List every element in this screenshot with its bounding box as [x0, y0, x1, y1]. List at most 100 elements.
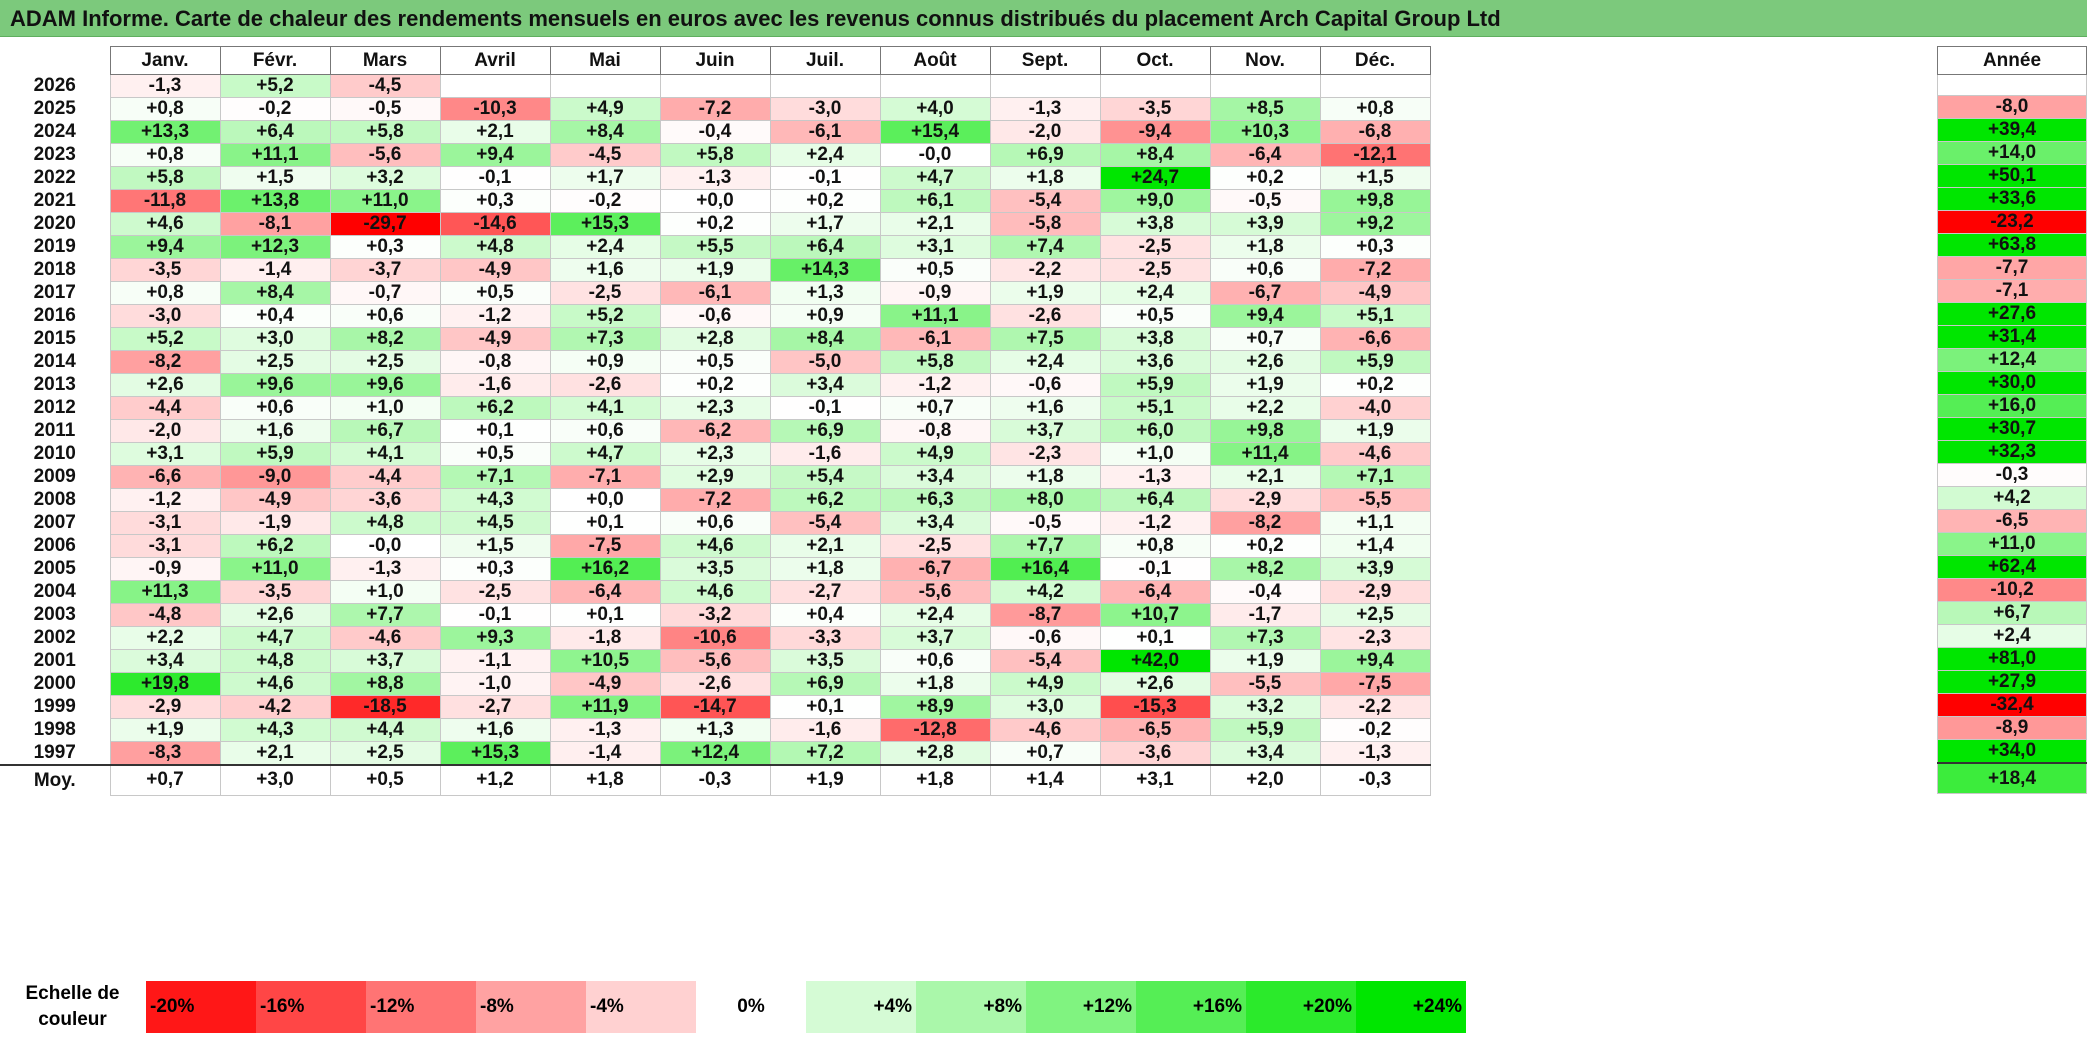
heatmap-cell: -1,2	[109, 488, 221, 512]
heatmap-cell: -1,2	[879, 373, 991, 397]
heatmap-row: 2020 +4,6 -8,1 -29,7 -14,6 +15,3 +0,2 +1,7 +2,1-…	[0, 212, 1431, 236]
heatmap-cell: -4,4	[329, 465, 441, 489]
heatmap-cell: -2,2	[1319, 695, 1431, 719]
heatmap-cell: -1,7	[1209, 603, 1321, 627]
heatmap-cell: +1,8	[769, 557, 881, 581]
heatmap-cell: -9,4	[1099, 120, 1211, 144]
heatmap-cell: +2,3	[659, 442, 771, 466]
annual-cell: +27,6	[1937, 302, 2087, 327]
heatmap-cell: +0,8	[109, 281, 221, 305]
heatmap-row: 2021 -11,8 +13,8 +11,0 +0,3 -0,2 +0,0 +0,2 +6,1-…	[0, 189, 1431, 213]
row-year-label: 2016	[33, 305, 76, 326]
row-year-label: 2023	[33, 144, 76, 165]
heatmap-cell: -8,1	[219, 212, 331, 236]
annual-cell: +12,4	[1937, 348, 2087, 373]
heatmap-cell: -0,0	[879, 143, 991, 167]
annual-cell: +2,4	[1937, 624, 2087, 649]
heatmap-cell: +4,6	[659, 580, 771, 604]
heatmap-cell: +6,9	[769, 672, 881, 696]
row-year-label: 2003	[33, 604, 76, 625]
heatmap-cell	[1099, 74, 1211, 98]
heatmap-cell: +7,7	[989, 534, 1101, 558]
heatmap-row: 2010 +3,1 +5,9 +4,1 +0,5 +4,7 +2,3 -1,6 +4,9 -2,3…	[0, 442, 1431, 466]
heatmap-cell: +7,4	[989, 235, 1101, 259]
heatmap-cell: -6,2	[659, 419, 771, 443]
heatmap-cell: +11,1	[879, 304, 991, 328]
heatmap-cell: -8,7	[989, 603, 1101, 627]
heatmap-cell: +4,6	[659, 534, 771, 558]
heatmap-row: 1998 +1,9 +4,3 +4,4 +1,6 -1,3 +1,3 -1,6 -12,8 -4,…	[0, 718, 1431, 742]
row-year-label: 2011	[34, 420, 76, 441]
heatmap-row: 2004 +11,3 -3,5 +1,0 -2,5 -6,4 +4,6 -2,7 -5,6 +4,…	[0, 580, 1431, 604]
heatmap-cell: +9,4	[439, 143, 551, 167]
heatmap-cell: +2,4	[1099, 281, 1211, 305]
heatmap-cell: -0,1	[1099, 557, 1211, 581]
heatmap-cell: +2,3	[659, 396, 771, 420]
heatmap-cell: -5,4	[989, 189, 1101, 213]
heatmap-row: 2013 +2,6 +9,6 +9,6 -1,6 -2,6 +0,2 +3,4 -1,2 -0,6…	[0, 373, 1431, 397]
heatmap-cell: +1,0	[329, 580, 441, 604]
heatmap-cell: +3,8	[1099, 327, 1211, 351]
month-header: Avril	[439, 46, 551, 75]
heatmap-cell: +7,3	[1209, 626, 1321, 650]
row-year-label: 1997	[33, 741, 76, 763]
heatmap-cell: -0,8	[879, 419, 991, 443]
heatmap-cell: +8,4	[219, 281, 331, 305]
heatmap-cell: +7,5	[989, 327, 1101, 351]
heatmap-cell: +5,2	[549, 304, 661, 328]
heatmap-row: 2005 -0,9 +11,0 -1,3 +0,3 +16,2 +3,5 +1,8 -6,7 +1…	[0, 557, 1431, 581]
heatmap-cell: -1,3	[659, 166, 771, 190]
heatmap-row: 2011 -2,0 +1,6 +6,7 +0,1 +0,6 -6,2 +6,9 -0,8 +3,7…	[0, 419, 1431, 443]
heatmap-cell: +4,8	[439, 235, 551, 259]
heatmap-cell: +2,8	[879, 741, 991, 766]
heatmap-cell: -2,6	[549, 373, 661, 397]
heatmap-cell: +5,8	[109, 166, 221, 190]
heatmap-cell: -1,3	[329, 557, 441, 581]
heatmap-cell: -1,4	[219, 258, 331, 282]
heatmap-cell: +2,6	[109, 373, 221, 397]
heatmap-cell: +3,6	[1099, 350, 1211, 374]
heatmap-cell: +4,7	[219, 626, 331, 650]
heatmap-cell: -8,2	[109, 350, 221, 374]
heatmap-cell: +7,1	[1319, 465, 1431, 489]
color-scale-swatch: +20%	[1246, 981, 1356, 1033]
heatmap-cell: +11,9	[549, 695, 661, 719]
heatmap-cell: -0,8	[439, 350, 551, 374]
heatmap-cell: +8,2	[329, 327, 441, 351]
annual-cell: +16,0	[1937, 394, 2087, 419]
heatmap-cell: +1,9	[109, 718, 221, 742]
average-cell: +3,0	[219, 764, 331, 796]
heatmap-cell: +2,9	[659, 465, 771, 489]
heatmap-row: 2009 -6,6 -9,0 -4,4 +7,1 -7,1 +2,9 +5,4 +3,4 +1,8…	[0, 465, 1431, 489]
annual-cell: -8,9	[1937, 716, 2087, 741]
color-scale-swatch: -16%	[256, 981, 366, 1033]
heatmap-cell: +0,6	[659, 511, 771, 535]
row-year-label: 2007	[33, 512, 76, 533]
heatmap-cell: -7,2	[1319, 258, 1431, 282]
heatmap-table: Janv. Févr. Mars Avril Mai Juin Juil. Août Sept.…	[0, 46, 1431, 796]
annual-cell: -7,7	[1937, 256, 2087, 281]
heatmap-cell: +8,9	[879, 695, 991, 719]
annual-row: -6,5	[1937, 509, 2087, 534]
row-year-label: 2022	[33, 167, 76, 188]
heatmap-cell: -2,2	[989, 258, 1101, 282]
heatmap-cell: -6,6	[1319, 327, 1431, 351]
heatmap-cell: +3,5	[659, 557, 771, 581]
heatmap-cell: +6,1	[879, 189, 991, 213]
heatmap-cell: +2,5	[329, 741, 441, 766]
heatmap-cell: -1,3	[1099, 465, 1211, 489]
row-year-label: 2017	[33, 282, 76, 303]
heatmap-cell: +0,8	[1319, 97, 1431, 121]
heatmap-cell: +4,1	[549, 396, 661, 420]
annual-cell: +4,2	[1937, 486, 2087, 511]
average-cell: +1,2	[439, 764, 551, 796]
annual-cell: +6,7	[1937, 601, 2087, 626]
heatmap-cell: +4,8	[329, 511, 441, 535]
heatmap-cell: +0,1	[769, 695, 881, 719]
heatmap-cell: -3,0	[109, 304, 221, 328]
heatmap-cell: +8,0	[989, 488, 1101, 512]
heatmap-cell: +9,4	[109, 235, 221, 259]
heatmap-cell: +9,6	[329, 373, 441, 397]
heatmap-cell: -7,5	[1319, 672, 1431, 696]
heatmap-row: 2015 +5,2 +3,0 +8,2 -4,9 +7,3 +2,8 +8,4 -6,1 +7,5…	[0, 327, 1431, 351]
